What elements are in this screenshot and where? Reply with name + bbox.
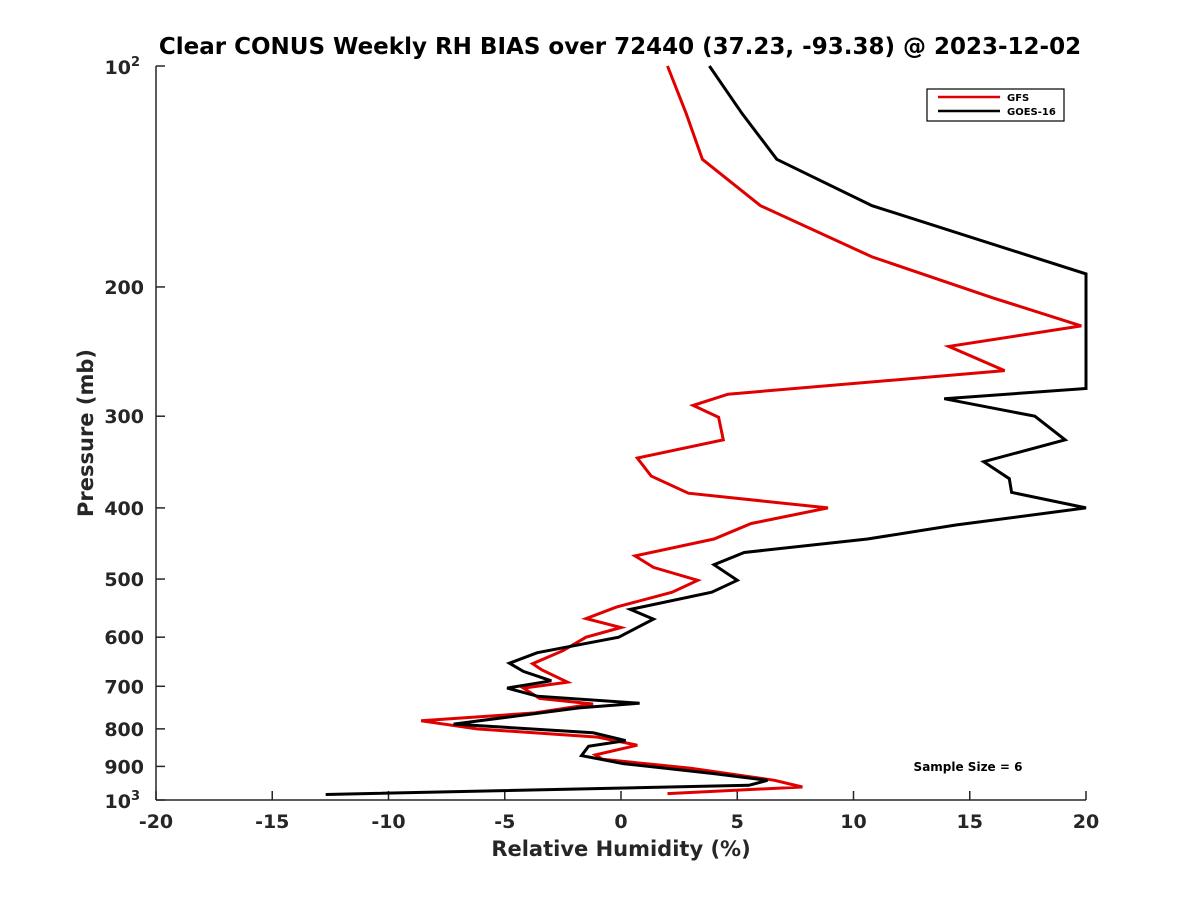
chart-title: Clear CONUS Weekly RH BIAS over 72440 (3… [159,34,1081,60]
x-tick-label: 10 [840,811,866,833]
x-ticks: -20 -15 -10 -5 0 5 10 15 20 [139,791,1099,833]
y-tick-label: 800 [104,719,144,741]
x-tick-label: -15 [255,811,289,833]
y-tick-label: 200 [104,277,144,299]
x-tick-label: 15 [957,811,983,833]
x-tick-label: 0 [614,811,627,833]
y-tick-exponent: 3 [131,789,140,804]
y-tick-label: 300 [104,406,144,428]
x-tick-label: -20 [139,811,173,833]
y-tick-base: 10 [105,57,131,79]
legend: GFS GOES-16 [926,88,1065,122]
y-tick-exponent: 2 [131,55,140,70]
x-axis-label: Relative Humidity (%) [491,837,750,861]
goes-16-line [325,65,1088,796]
legend-label: GFS [1007,93,1029,104]
y-tick-label: 900 [104,756,144,778]
y-tick-label: 102 [105,55,141,79]
y-tick-base: 10 [105,791,131,813]
sample-size-annotation: Sample Size = 6 [914,760,1023,774]
y-tick-label: 600 [104,627,144,649]
y-axis-label: Pressure (mb) [74,349,98,517]
gfs-line [420,65,1082,796]
legend-box [926,88,1065,122]
y-tick-label: 500 [104,569,144,591]
x-tick-label: 5 [731,811,744,833]
legend-label: GOES-16 [1007,107,1056,118]
x-tick-label: -5 [494,811,515,833]
y-tick-label: 700 [104,676,144,698]
series-lines [325,65,1088,796]
x-tick-label: 20 [1073,811,1099,833]
x-tick-label: -10 [371,811,405,833]
y-tick-label: 400 [104,498,144,520]
y-tick-label: 103 [105,789,141,813]
